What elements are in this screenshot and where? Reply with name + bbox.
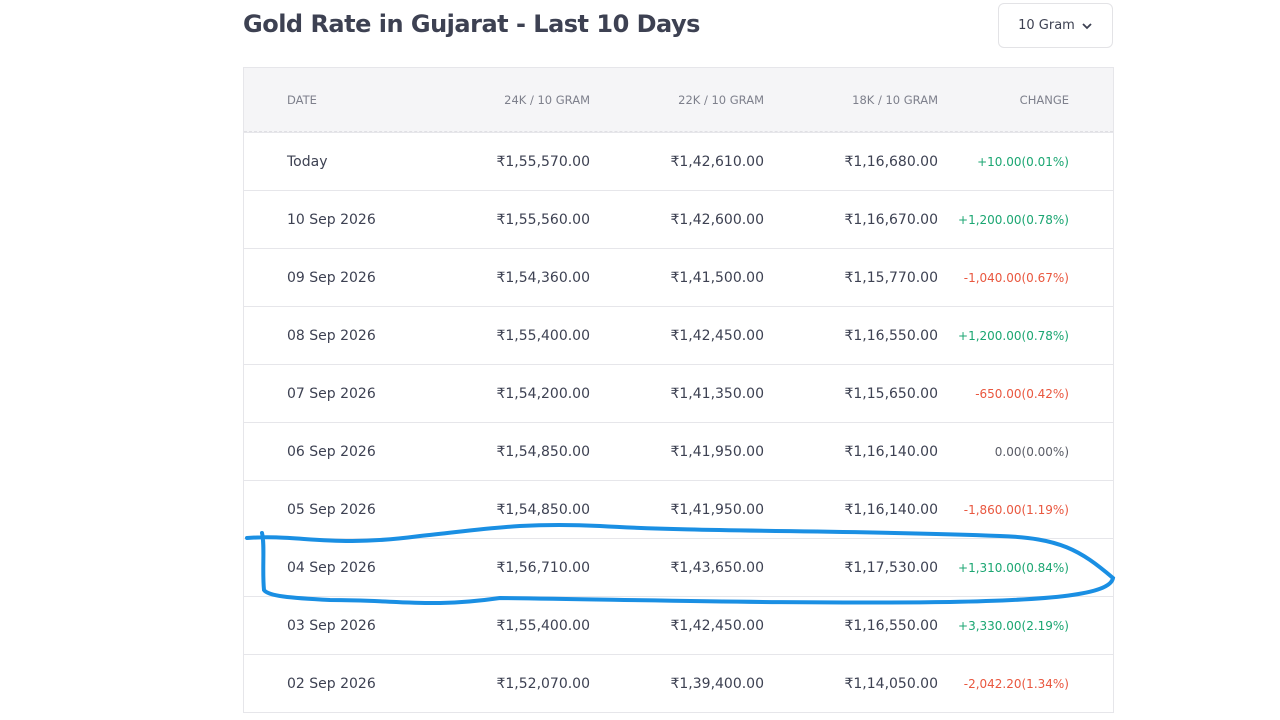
change-cell: +3,330.00(2.19%) <box>958 618 1069 633</box>
change-cell: -2,042.20(1.34%) <box>963 676 1069 691</box>
change-cell: -1,860.00(1.19%) <box>963 502 1069 517</box>
price-cell: ₹1,41,950.00 <box>670 501 764 518</box>
price-cell: ₹1,41,950.00 <box>670 443 764 460</box>
date-cell: Today <box>287 153 328 170</box>
price-cell: ₹1,42,610.00 <box>670 153 764 170</box>
change-cell: +1,200.00(0.78%) <box>958 212 1069 227</box>
table-row: 09 Sep 2026 ₹1,54,360.00 ₹1,41,500.00 ₹1,15… <box>244 248 1113 306</box>
price-cell: ₹1,41,350.00 <box>670 385 764 402</box>
column-header: 18K / 10 GRAM <box>852 92 938 107</box>
price-cell: ₹1,17,530.00 <box>844 559 938 576</box>
price-cell: ₹1,55,400.00 <box>496 327 590 344</box>
date-cell: 06 Sep 2026 <box>287 443 376 460</box>
price-cell: ₹1,14,050.00 <box>844 675 938 692</box>
price-cell: ₹1,42,450.00 <box>670 617 764 634</box>
price-cell: ₹1,16,680.00 <box>844 153 938 170</box>
price-cell: ₹1,54,200.00 <box>496 385 590 402</box>
table-row: 04 Sep 2026 ₹1,56,710.00 ₹1,43,650.00 ₹1,17… <box>244 538 1113 596</box>
table-row: 07 Sep 2026 ₹1,54,200.00 ₹1,41,350.00 ₹1,15… <box>244 364 1113 422</box>
rate-table: DATE 24K / 10 GRAM 22K / 10 GRAM 18K / 10 G… <box>243 67 1114 713</box>
price-cell: ₹1,39,400.00 <box>670 675 764 692</box>
price-cell: ₹1,55,570.00 <box>496 153 590 170</box>
price-cell: ₹1,55,560.00 <box>496 211 590 228</box>
price-cell: ₹1,16,550.00 <box>844 617 938 634</box>
chevron-icon[interactable] <box>1081 20 1093 32</box>
price-cell: ₹1,16,550.00 <box>844 327 938 344</box>
page-title: Gold Rate in Gujarat - Last 10 Days <box>243 10 700 38</box>
date-cell: 04 Sep 2026 <box>287 559 376 576</box>
price-cell: ₹1,54,850.00 <box>496 501 590 518</box>
price-cell: ₹1,15,650.00 <box>844 385 938 402</box>
date-cell: 07 Sep 2026 <box>287 385 376 402</box>
price-cell: ₹1,54,850.00 <box>496 443 590 460</box>
price-cell: ₹1,41,500.00 <box>670 269 764 286</box>
unit-dropdown[interactable]: 10 Gram <box>998 3 1113 48</box>
price-cell: ₹1,56,710.00 <box>496 559 590 576</box>
dropdown-label[interactable]: 10 Gram <box>1018 18 1075 33</box>
table-row: 08 Sep 2026 ₹1,55,400.00 ₹1,42,450.00 ₹1,16… <box>244 306 1113 364</box>
change-cell: -1,040.00(0.67%) <box>963 270 1069 285</box>
column-header: DATE <box>287 92 317 107</box>
price-cell: ₹1,42,600.00 <box>670 211 764 228</box>
table-row: Today ₹1,55,570.00 ₹1,42,610.00 ₹1,16,680.0… <box>244 132 1113 190</box>
column-header: 24K / 10 GRAM <box>504 92 590 107</box>
date-cell: 08 Sep 2026 <box>287 327 376 344</box>
price-cell: ₹1,16,140.00 <box>844 443 938 460</box>
table-row: 02 Sep 2026 ₹1,52,070.00 ₹1,39,400.00 ₹1,14… <box>244 654 1113 712</box>
change-cell: +1,200.00(0.78%) <box>958 328 1069 343</box>
column-header: CHANGE <box>1019 92 1069 107</box>
price-cell: ₹1,43,650.00 <box>670 559 764 576</box>
price-cell: ₹1,15,770.00 <box>844 269 938 286</box>
price-cell: ₹1,55,400.00 <box>496 617 590 634</box>
table-row: 06 Sep 2026 ₹1,54,850.00 ₹1,41,950.00 ₹1,16… <box>244 422 1113 480</box>
price-cell: ₹1,52,070.00 <box>496 675 590 692</box>
table-header-row: DATE 24K / 10 GRAM 22K / 10 GRAM 18K / 10 G… <box>244 68 1113 132</box>
price-cell: ₹1,16,670.00 <box>844 211 938 228</box>
change-cell: +1,310.00(0.84%) <box>958 560 1069 575</box>
price-cell: ₹1,42,450.00 <box>670 327 764 344</box>
date-cell: 02 Sep 2026 <box>287 675 376 692</box>
table-row: 03 Sep 2026 ₹1,55,400.00 ₹1,42,450.00 ₹1,16… <box>244 596 1113 654</box>
column-header: 22K / 10 GRAM <box>678 92 764 107</box>
date-cell: 03 Sep 2026 <box>287 617 376 634</box>
date-cell: 10 Sep 2026 <box>287 211 376 228</box>
date-cell: 09 Sep 2026 <box>287 269 376 286</box>
table-row: 05 Sep 2026 ₹1,54,850.00 ₹1,41,950.00 ₹1,16… <box>244 480 1113 538</box>
date-cell: 05 Sep 2026 <box>287 501 376 518</box>
table-row: 10 Sep 2026 ₹1,55,560.00 ₹1,42,600.00 ₹1,16… <box>244 190 1113 248</box>
change-cell: 0.00(0.00%) <box>994 444 1069 459</box>
price-cell: ₹1,54,360.00 <box>496 269 590 286</box>
change-cell: -650.00(0.42%) <box>975 386 1069 401</box>
price-cell: ₹1,16,140.00 <box>844 501 938 518</box>
change-cell: +10.00(0.01%) <box>977 154 1069 169</box>
